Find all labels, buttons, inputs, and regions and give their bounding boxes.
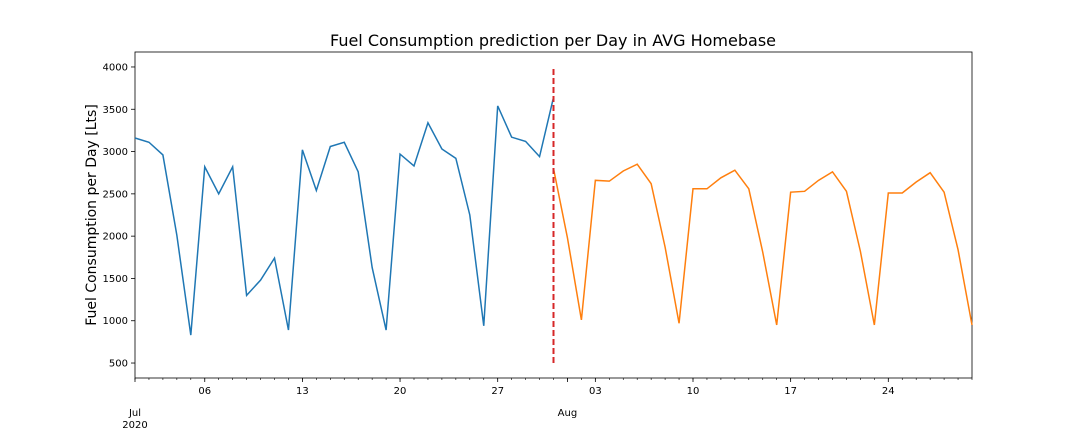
y-tick-label: 500	[109, 359, 128, 370]
x-tick-label: 03	[589, 386, 602, 397]
series-line	[552, 163, 973, 326]
y-tick-label: 3500	[103, 105, 128, 116]
x-tick-label: 20	[394, 386, 407, 397]
y-tick-label: 3000	[103, 147, 128, 158]
y-tick-label: 4000	[103, 62, 128, 73]
y-axis-label: Fuel Consumption per Day [Lts]	[84, 104, 100, 326]
y-tick-label: 2500	[103, 189, 128, 200]
x-tick-label: Jul	[128, 408, 141, 419]
y-tick-label: 2000	[103, 232, 128, 243]
x-tick-label: 17	[784, 386, 797, 397]
chart-title: Fuel Consumption prediction per Day in A…	[330, 31, 776, 50]
x-tick-label: 06	[198, 386, 211, 397]
x-tick-label: 24	[882, 386, 895, 397]
x-year-label: 2020	[122, 420, 147, 431]
x-tick-label: 27	[491, 386, 504, 397]
x-tick-label: 13	[296, 386, 309, 397]
y-tick-label: 1500	[103, 274, 128, 285]
x-tick-label: Aug	[558, 408, 578, 419]
x-tick-label: 10	[687, 386, 700, 397]
series-line	[134, 97, 555, 336]
y-tick-label: 1000	[103, 316, 128, 327]
